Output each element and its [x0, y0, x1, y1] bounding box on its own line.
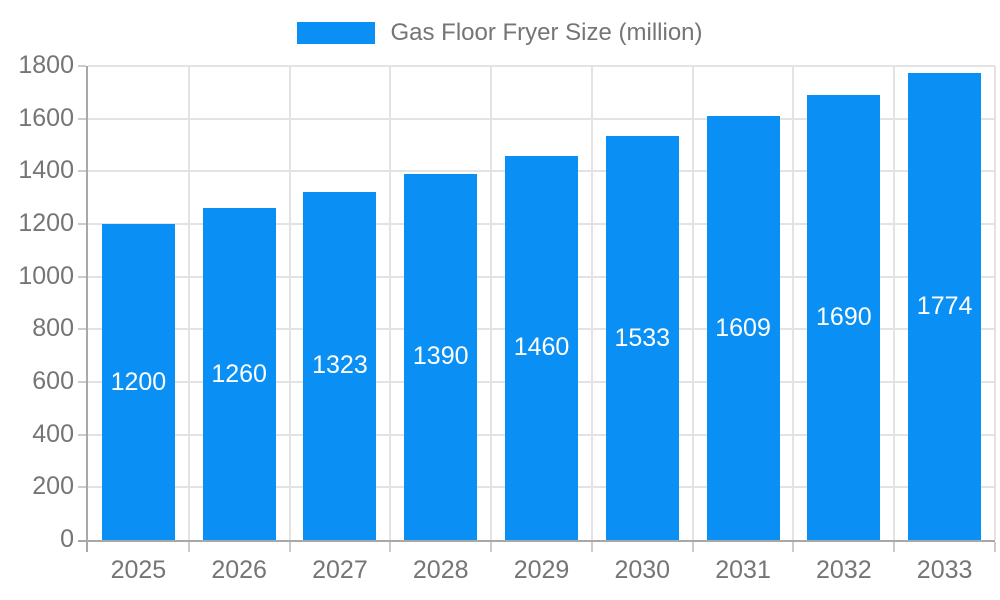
bar[interactable]: 1609: [706, 116, 780, 540]
x-axis-tick: [389, 542, 392, 552]
chart-legend: Gas Floor Fryer Size (million): [0, 20, 1000, 46]
bar[interactable]: 1460: [505, 155, 578, 540]
y-axis-tick: [78, 223, 86, 225]
x-axis-tick: [288, 542, 291, 552]
x-axis-tick: [691, 542, 694, 552]
bar-value-label: 1774: [916, 291, 973, 320]
bar-value-label: 1200: [110, 367, 167, 396]
y-axis-tick: [78, 275, 86, 278]
x-axis-tick-label: 2026: [211, 556, 267, 584]
y-axis-tick-label: 1800: [18, 51, 74, 79]
bar[interactable]: 1690: [807, 94, 881, 540]
x-axis-tick-label: 2032: [816, 556, 872, 584]
x-gridline: [490, 66, 493, 540]
y-axis-tick-label: 1200: [18, 209, 74, 237]
bar-value-label: 1460: [513, 333, 570, 362]
x-axis-tick-label: 2025: [110, 556, 167, 584]
legend-item[interactable]: Gas Floor Fryer Size (million): [297, 19, 703, 46]
legend-label: Gas Floor Fryer Size (million): [390, 19, 703, 46]
bar[interactable]: 1323: [303, 191, 377, 540]
x-axis-tick-label: 2031: [715, 556, 771, 584]
bar[interactable]: 1533: [605, 136, 679, 540]
x-gridline: [288, 66, 291, 540]
bar[interactable]: 1390: [404, 173, 478, 540]
legend-swatch-icon: [297, 22, 376, 44]
y-axis-tick-label: 200: [32, 472, 74, 501]
x-axis-tick: [893, 542, 896, 552]
x-axis-tick-label: 2033: [916, 556, 973, 584]
y-axis-tick: [78, 117, 86, 120]
x-axis-tick-label: 2029: [513, 556, 570, 584]
x-gridline: [590, 66, 593, 540]
x-gridline: [792, 66, 795, 540]
bar-value-label: 1690: [816, 302, 872, 331]
x-gridline: [691, 66, 694, 540]
y-axis-tick-label: 600: [32, 367, 74, 395]
y-gridline: [88, 117, 995, 120]
y-gridline: [88, 65, 995, 67]
y-axis-tick-label: 1600: [18, 103, 74, 132]
y-axis-tick: [78, 65, 86, 67]
bar-value-label: 1323: [312, 351, 368, 380]
x-axis-tick-label: 2027: [312, 556, 368, 584]
x-gridline: [389, 66, 392, 540]
bar[interactable]: 1260: [202, 208, 276, 540]
x-axis-tick: [792, 542, 795, 552]
x-gridline: [994, 66, 996, 540]
y-axis-tick: [78, 381, 86, 383]
x-gridline: [893, 66, 896, 540]
x-axis-tick-label: 2028: [412, 556, 469, 584]
x-axis-tick-label: 2030: [614, 556, 671, 584]
bar[interactable]: 1774: [908, 72, 982, 540]
y-axis-line: [86, 66, 88, 552]
bar-value-label: 1390: [412, 342, 469, 371]
bar-value-label: 1609: [715, 313, 771, 342]
bar[interactable]: 1200: [101, 224, 175, 540]
y-axis-tick-label: 1400: [18, 156, 74, 185]
bar-value-label: 1533: [614, 323, 671, 352]
y-axis-tick: [78, 328, 86, 331]
y-axis-tick-label: 400: [32, 419, 74, 448]
y-axis-tick: [78, 433, 86, 436]
x-axis-tick: [994, 542, 996, 552]
y-axis-tick: [78, 170, 86, 173]
x-axis-tick: [590, 542, 593, 552]
y-axis-tick: [78, 486, 86, 489]
y-axis-tick-label: 800: [32, 314, 74, 343]
x-axis-tick: [490, 542, 493, 552]
x-axis-line: [78, 540, 995, 542]
plot-area: 1200 1260 1323 1390 1460 1533 1609 1690 1774: [88, 65, 996, 540]
bar-value-label: 1260: [211, 359, 267, 388]
y-axis-tick-label: 1000: [18, 261, 74, 290]
x-axis-tick: [187, 542, 190, 552]
y-axis-tick-label: 0: [60, 525, 74, 553]
x-gridline: [187, 66, 190, 540]
